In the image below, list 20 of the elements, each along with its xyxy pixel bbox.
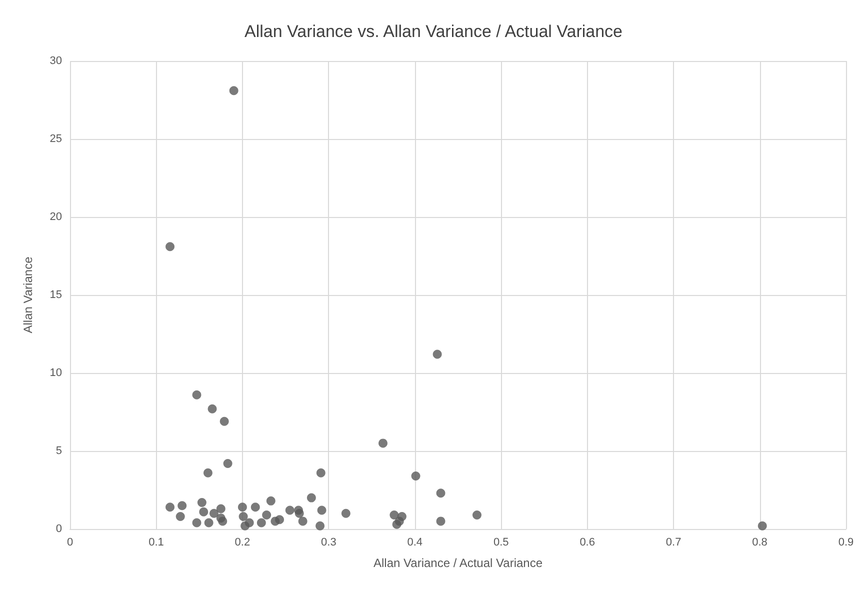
x-tick-label: 0 [66,536,74,548]
y-tick-label: 30 [50,55,62,67]
x-axis-title: Allan Variance / Actual Variance [374,556,543,570]
y-tick-label: 0 [56,523,62,535]
x-tick-label: 0.4 [407,536,423,548]
y-tick-label: 10 [50,367,62,379]
x-tick-label: 0.2 [234,536,250,548]
y-tick-label: 5 [56,445,62,457]
x-tick-label: 0.8 [752,536,768,548]
y-tick-label: 20 [50,211,62,223]
x-tick-label: 0.3 [321,536,336,548]
x-tick-label: 0.6 [580,536,595,548]
x-tick-label: 0.7 [666,536,682,548]
y-tick-label: 15 [50,289,62,301]
x-tick-label: 0.5 [493,536,509,548]
y-axis-title: Allan Variance [21,256,35,334]
x-tick-label: 0.9 [838,536,854,548]
x-tick-label: 0.1 [148,536,164,548]
y-tick-label: 25 [50,133,62,145]
chart-title: Allan Variance vs. Allan Variance / Actual Variance [244,22,622,41]
